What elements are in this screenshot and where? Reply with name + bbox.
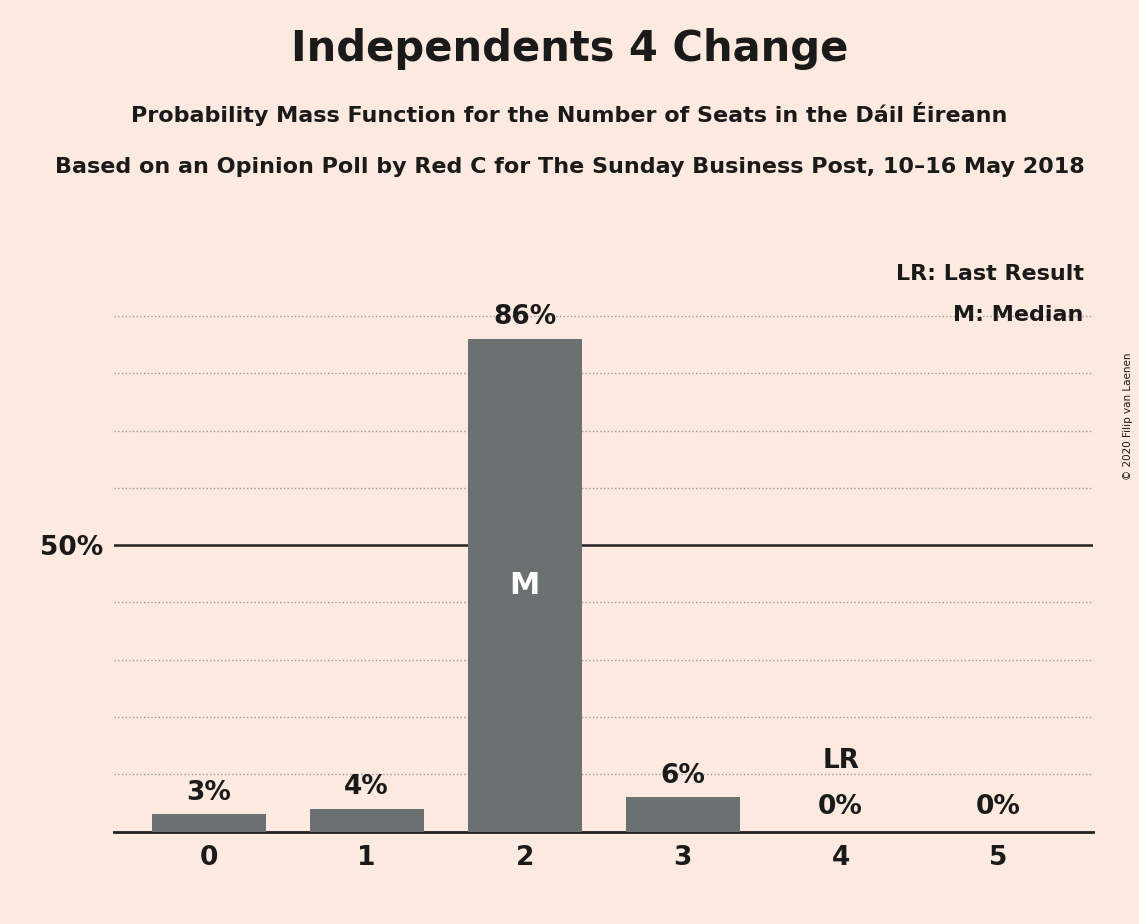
Text: 6%: 6% bbox=[661, 762, 705, 789]
Bar bbox=[310, 808, 424, 832]
Bar bbox=[468, 339, 582, 832]
Text: M: M bbox=[509, 571, 540, 600]
Text: 3%: 3% bbox=[187, 780, 231, 806]
Bar bbox=[625, 797, 739, 832]
Bar bbox=[151, 814, 265, 832]
Text: © 2020 Filip van Laenen: © 2020 Filip van Laenen bbox=[1123, 352, 1133, 480]
Text: LR: Last Result: LR: Last Result bbox=[895, 264, 1083, 285]
Text: 0%: 0% bbox=[976, 794, 1021, 821]
Text: 4%: 4% bbox=[344, 774, 390, 800]
Text: 0%: 0% bbox=[818, 794, 863, 821]
Text: LR: LR bbox=[822, 748, 859, 774]
Text: M: Median: M: Median bbox=[953, 305, 1083, 324]
Text: Independents 4 Change: Independents 4 Change bbox=[290, 28, 849, 69]
Text: Based on an Opinion Poll by Red C for The Sunday Business Post, 10–16 May 2018: Based on an Opinion Poll by Red C for Th… bbox=[55, 157, 1084, 177]
Text: Probability Mass Function for the Number of Seats in the Dáil Éireann: Probability Mass Function for the Number… bbox=[131, 102, 1008, 126]
Text: 86%: 86% bbox=[493, 304, 556, 331]
